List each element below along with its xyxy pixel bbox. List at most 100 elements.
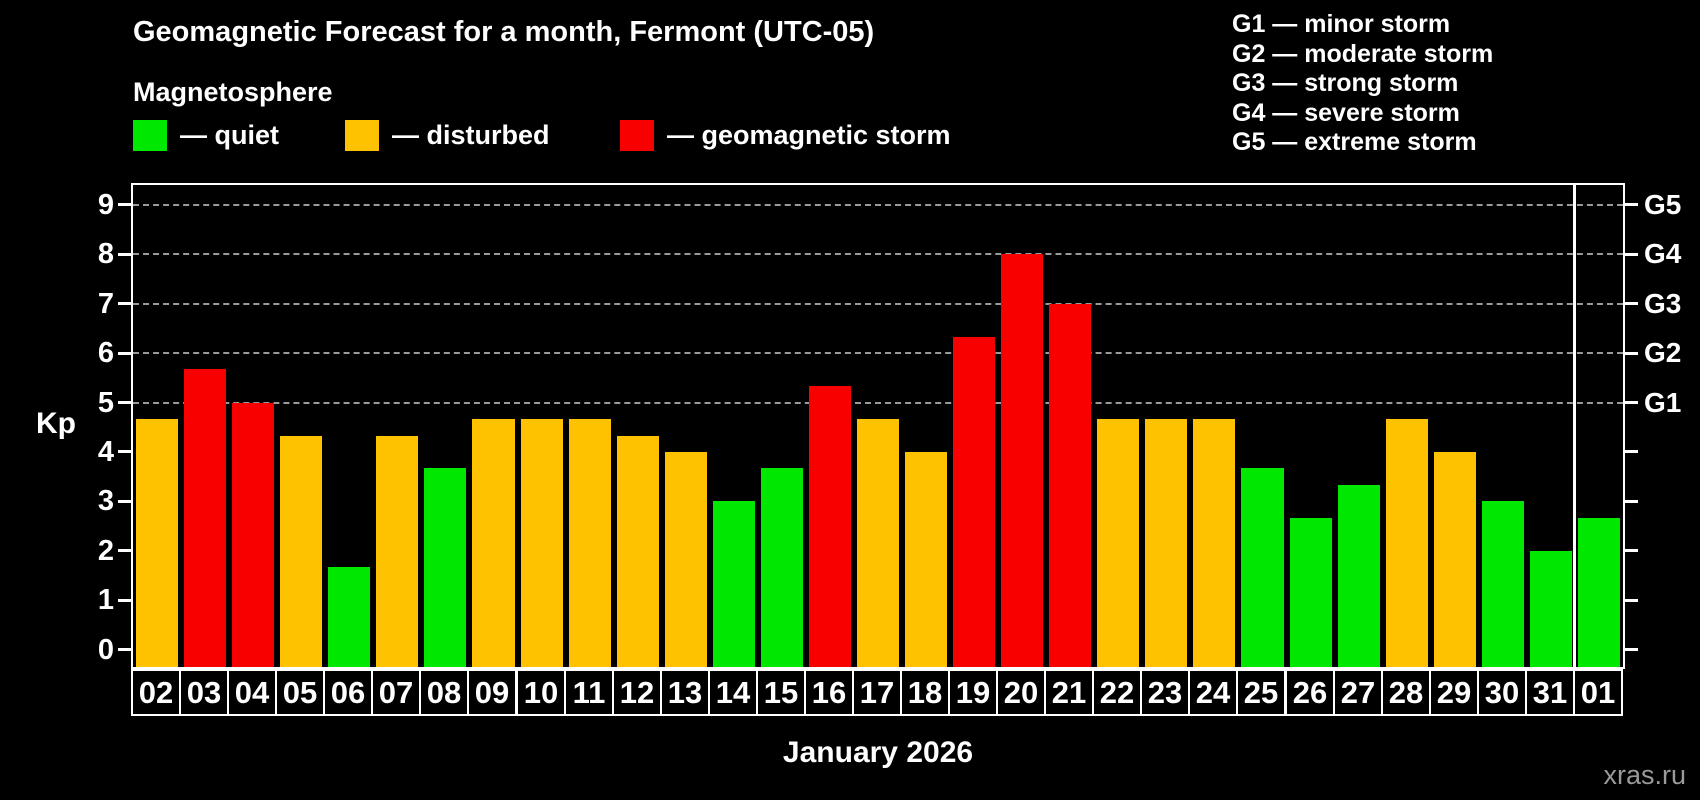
- bar-day-25: [1241, 468, 1284, 667]
- bar-day-17: [856, 418, 900, 667]
- gridline-kp6: [133, 352, 1623, 355]
- y-tick-label-8: 8: [97, 238, 114, 271]
- y-tick-label-3: 3: [97, 485, 114, 518]
- bar-day-07: [376, 435, 419, 667]
- legend-swatch-quiet: [133, 120, 167, 151]
- day-label-20: 20: [996, 669, 1046, 716]
- bar-day-11: [568, 418, 611, 667]
- bar-day-15: [760, 468, 803, 667]
- y-axis-tick-left-0: [118, 648, 131, 652]
- legend-label-storm: — geomagnetic storm: [667, 120, 951, 150]
- bar-day-19: [953, 336, 996, 667]
- y-axis-tick-right-4: [1625, 450, 1638, 454]
- gridline-kp5: [133, 401, 1623, 404]
- day-label-08: 08: [419, 669, 469, 716]
- y-axis-tick-left-4: [118, 450, 131, 454]
- day-label-03: 03: [179, 669, 229, 716]
- gridline-kp8: [133, 253, 1623, 256]
- y-axis-tick-right-1: [1625, 598, 1638, 602]
- day-label-17: 17: [852, 669, 902, 716]
- y-axis-tick-right-0: [1625, 648, 1638, 652]
- day-label-19: 19: [948, 669, 998, 716]
- legend-label-disturbed: — disturbed: [392, 120, 550, 150]
- day-label-21: 21: [1044, 669, 1094, 716]
- y-axis-tick-right-5: [1625, 401, 1638, 405]
- y-axis-tick-right-9: [1625, 203, 1638, 207]
- bar-day-27: [1337, 485, 1380, 667]
- bar-day-29: [1433, 451, 1476, 667]
- day-label-30: 30: [1477, 669, 1527, 716]
- g-legend-line-2: G2 — moderate storm: [1232, 39, 1494, 68]
- legend-swatch-storm: [620, 120, 654, 151]
- y-axis-tick-left-6: [118, 351, 131, 355]
- day-label-10: 10: [516, 669, 566, 716]
- bar-day-08: [424, 468, 467, 667]
- month-separator-line: [1573, 185, 1577, 667]
- legend-item-disturbed: — disturbed: [345, 120, 550, 151]
- day-label-25: 25: [1236, 669, 1286, 716]
- y-axis-tick-right-6: [1625, 351, 1638, 355]
- y-axis-tick-right-8: [1625, 252, 1638, 256]
- legend-item-storm: — geomagnetic storm: [620, 120, 951, 151]
- day-label-12: 12: [612, 669, 662, 716]
- day-label-16: 16: [804, 669, 854, 716]
- day-label-28: 28: [1381, 669, 1431, 716]
- g-axis-label-g2: G2: [1644, 337, 1682, 369]
- g-scale-legend: G1 — minor storm G2 — moderate storm G3 — …: [1232, 10, 1493, 158]
- day-label-27: 27: [1333, 669, 1383, 716]
- bar-day-12: [616, 435, 659, 667]
- y-axis-tick-left-7: [118, 302, 131, 306]
- y-axis-tick-left-8: [118, 252, 131, 256]
- day-label-13: 13: [660, 669, 710, 716]
- bar-day-30: [1481, 501, 1524, 667]
- plot-area: [131, 183, 1625, 669]
- day-label-11: 11: [564, 669, 614, 716]
- g-legend-line-1: G1 — minor storm: [1232, 10, 1451, 38]
- day-label-24: 24: [1188, 669, 1238, 716]
- legend-swatch-disturbed: [345, 120, 379, 151]
- y-tick-label-0: 0: [97, 633, 114, 666]
- x-axis-title: January 2026: [782, 736, 974, 769]
- bar-day-10: [520, 418, 563, 667]
- y-tick-label-1: 1: [97, 584, 114, 617]
- day-label-31: 31: [1525, 669, 1575, 716]
- g-axis-label-g3: G3: [1644, 287, 1682, 319]
- g-legend-line-4: G4 — severe storm: [1232, 98, 1460, 127]
- y-axis-tick-right-7: [1625, 302, 1638, 306]
- y-tick-label-5: 5: [97, 386, 114, 419]
- legend-label-quiet: — quiet: [180, 120, 279, 150]
- page-title: Geomagnetic Forecast for a month, Fermon…: [133, 16, 875, 48]
- bar-day-21: [1049, 303, 1092, 667]
- day-label-29: 29: [1429, 669, 1479, 716]
- g-legend-line-5: G5 — extreme storm: [1232, 128, 1477, 156]
- g-legend-line-3: G3 — strong storm: [1232, 69, 1459, 97]
- gridline-kp9: [133, 203, 1623, 206]
- day-label-18: 18: [900, 669, 950, 716]
- day-label-06: 06: [323, 669, 373, 716]
- chart-subtitle: Magnetosphere: [133, 77, 333, 107]
- bar-day-28: [1385, 418, 1428, 667]
- day-label-22: 22: [1092, 669, 1142, 716]
- y-tick-label-9: 9: [97, 188, 114, 221]
- bar-day-20: [1001, 254, 1044, 667]
- g-axis-label-g1: G1: [1644, 386, 1682, 418]
- day-label-14: 14: [708, 669, 758, 716]
- bar-day-03: [184, 369, 227, 667]
- y-axis-tick-right-3: [1625, 499, 1638, 503]
- bar-day-31: [1529, 550, 1572, 667]
- bar-day-14: [712, 501, 755, 667]
- y-axis-title: Kp: [36, 407, 76, 440]
- day-label-07: 07: [371, 669, 421, 716]
- y-tick-label-6: 6: [97, 337, 114, 370]
- y-axis-tick-right-2: [1625, 549, 1638, 553]
- bar-day-04: [232, 402, 275, 667]
- day-label-05: 05: [275, 669, 325, 716]
- day-label-26: 26: [1285, 669, 1335, 716]
- bar-day-01: [1577, 517, 1620, 667]
- bar-day-05: [280, 435, 323, 667]
- bar-day-18: [905, 451, 948, 667]
- bar-day-13: [664, 451, 707, 667]
- day-label-02: 02: [131, 669, 181, 716]
- y-axis-tick-left-2: [118, 549, 131, 553]
